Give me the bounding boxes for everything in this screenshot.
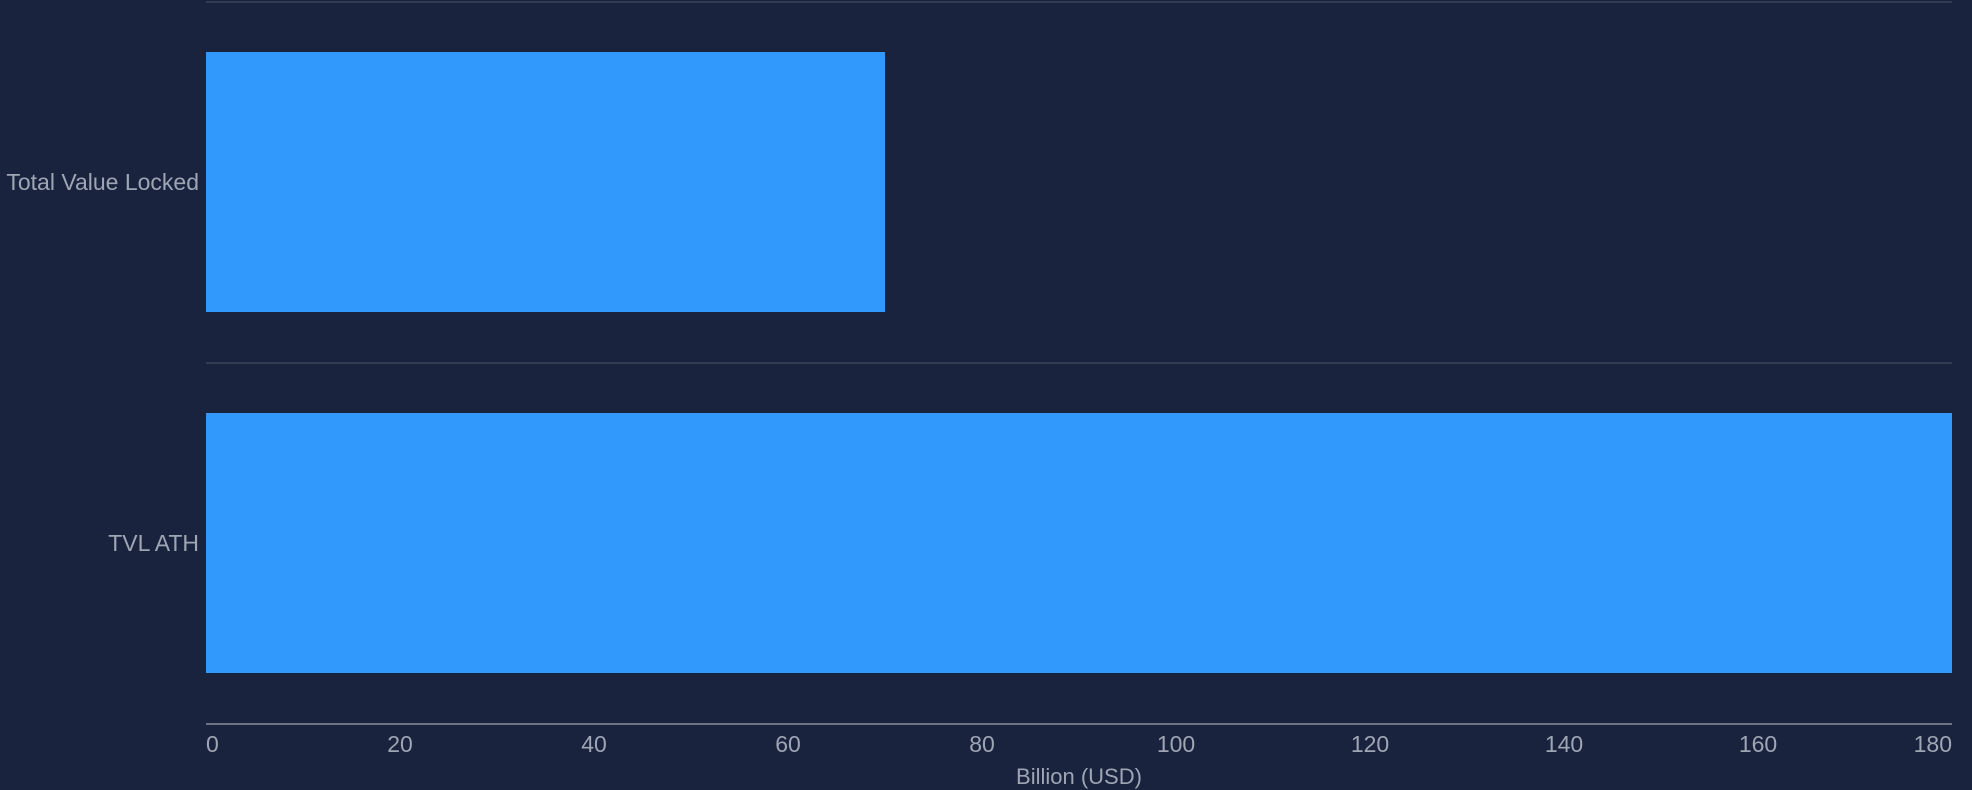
x-tick-label: 20 [387,731,413,757]
x-tick-label: 100 [1157,731,1195,757]
x-tick-label: 60 [775,731,801,757]
bar-total-value-locked [206,52,885,312]
bars [206,52,1952,673]
gridlines [206,1,1952,364]
x-tick-label: 140 [1545,731,1583,757]
x-tick-label: 40 [581,731,607,757]
x-tick-label: 160 [1739,731,1777,757]
x-tick-label: 120 [1351,731,1389,757]
category-label-tvl-ath: TVL ATH [108,530,199,556]
category-labels: Total Value Locked TVL ATH [6,169,199,556]
x-tick-labels: 0 20 40 60 80 100 120 140 160 180 [206,731,1952,757]
x-tick-label: 80 [969,731,995,757]
x-tick-label: 0 [206,731,219,757]
bar-tvl-ath [206,413,1952,673]
x-axis-label: Billion (USD) [1016,764,1142,789]
x-tick-label: 180 [1914,731,1952,757]
category-label-total-value-locked: Total Value Locked [6,169,199,195]
